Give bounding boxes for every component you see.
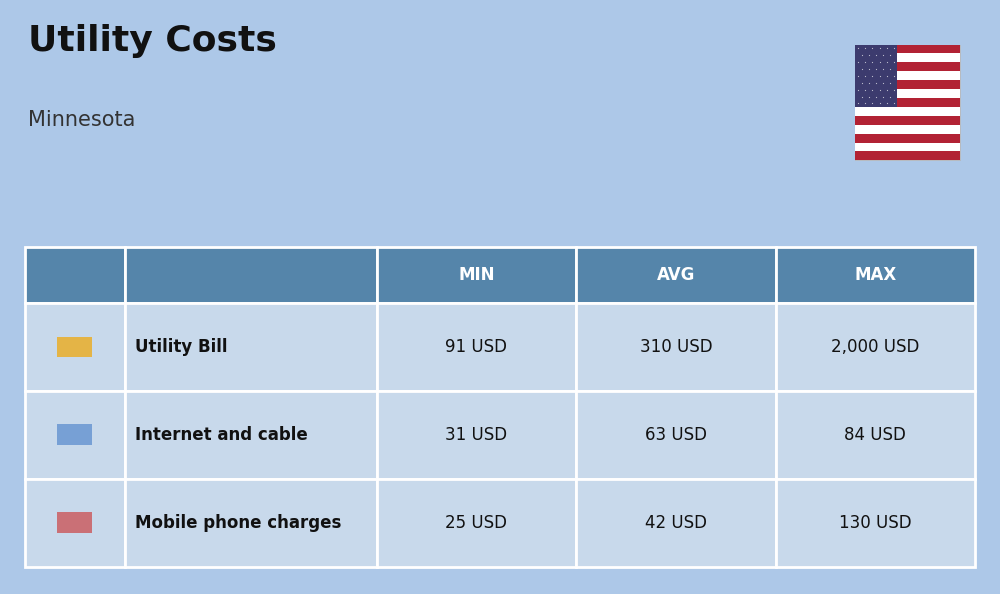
Bar	[855, 89, 960, 98]
Text: 42 USD: 42 USD	[645, 514, 707, 532]
Bar	[855, 45, 960, 53]
Text: 63 USD: 63 USD	[645, 426, 707, 444]
Bar	[57, 336, 92, 358]
Bar	[125, 479, 377, 567]
Bar	[855, 80, 960, 89]
Bar	[25, 391, 125, 479]
Bar	[125, 303, 377, 391]
Bar	[125, 391, 377, 479]
Text: 2,000 USD: 2,000 USD	[831, 338, 919, 356]
Text: Internet and cable: Internet and cable	[135, 426, 307, 444]
Bar	[855, 71, 960, 80]
Bar	[855, 53, 960, 62]
Text: 25 USD: 25 USD	[445, 514, 507, 532]
Bar	[576, 479, 776, 567]
Bar	[377, 303, 576, 391]
Text: 130 USD: 130 USD	[839, 514, 912, 532]
Bar	[57, 512, 92, 533]
Bar	[576, 247, 776, 303]
Bar	[576, 391, 776, 479]
Bar	[855, 134, 960, 143]
Bar	[25, 303, 125, 391]
Text: 91 USD: 91 USD	[445, 338, 507, 356]
Bar	[855, 116, 960, 125]
Bar	[855, 98, 960, 107]
Text: Mobile phone charges: Mobile phone charges	[135, 514, 341, 532]
Bar	[57, 424, 92, 446]
Bar	[776, 391, 975, 479]
Bar	[855, 45, 897, 107]
Text: Minnesota: Minnesota	[28, 110, 135, 130]
Bar	[25, 247, 125, 303]
Bar	[25, 479, 125, 567]
Bar	[377, 479, 576, 567]
Text: 310 USD: 310 USD	[640, 338, 712, 356]
Bar	[855, 45, 960, 160]
Bar	[377, 247, 576, 303]
Text: 31 USD: 31 USD	[445, 426, 507, 444]
Bar	[776, 479, 975, 567]
Bar	[855, 143, 960, 151]
Text: Utility Bill: Utility Bill	[135, 338, 227, 356]
Text: 84 USD: 84 USD	[844, 426, 906, 444]
Bar	[377, 391, 576, 479]
Bar	[776, 303, 975, 391]
Bar	[855, 151, 960, 160]
Text: Utility Costs: Utility Costs	[28, 24, 277, 58]
Bar	[576, 303, 776, 391]
Text: AVG: AVG	[657, 266, 695, 284]
Bar	[855, 125, 960, 134]
Text: MIN: MIN	[458, 266, 495, 284]
Bar	[855, 107, 960, 116]
Bar	[855, 62, 960, 71]
Bar	[125, 247, 377, 303]
Text: MAX: MAX	[854, 266, 896, 284]
Bar	[776, 247, 975, 303]
